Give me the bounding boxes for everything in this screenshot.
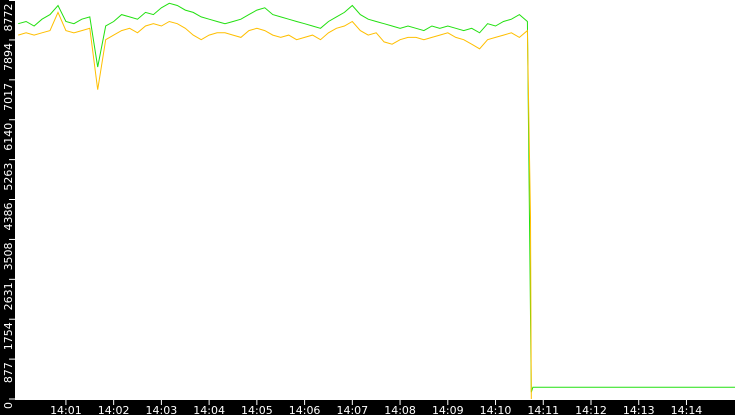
plot-area	[15, 0, 735, 400]
y-tick-label: 877	[2, 362, 15, 383]
x-tick-label: 14:02	[98, 404, 130, 415]
y-tick-label: 7894	[2, 43, 15, 71]
y-tick-label: 2631	[2, 282, 15, 310]
y-axis-band	[0, 0, 15, 415]
x-tick-label: 14:10	[480, 404, 512, 415]
series-line-green	[18, 2, 735, 393]
x-tick-label: 14:14	[671, 404, 703, 415]
y-tick-label: 1754	[2, 322, 15, 350]
series-layer	[18, 2, 735, 400]
y-tick-label: 7017	[2, 83, 15, 111]
x-tick-label: 14:09	[432, 404, 464, 415]
x-tick-label: 14:03	[146, 404, 178, 415]
y-tick-label: 8772	[2, 4, 15, 32]
axis-layer: 0 877 1754 2631 3508 4386 5263 6140 7017 7894 8772…	[2, 0, 703, 415]
y-tick-label: 4386	[2, 203, 15, 231]
y-tick-label: 5263	[2, 163, 15, 191]
x-tick-label: 14:04	[193, 404, 225, 415]
series-line-yellow	[18, 11, 532, 400]
x-tick-label: 14:05	[241, 404, 273, 415]
y-tick-label: 0	[2, 402, 15, 409]
x-tick-label: 14:12	[575, 404, 607, 415]
x-axis-band	[0, 400, 735, 415]
y-tick-label: 3508	[2, 242, 15, 270]
x-tick-label: 14:06	[289, 404, 321, 415]
x-tick-label: 14:13	[623, 404, 655, 415]
x-tick-label: 14:07	[336, 404, 368, 415]
x-tick-label: 14:11	[527, 404, 559, 415]
x-tick-label: 14:01	[50, 404, 82, 415]
y-tick-label: 6140	[2, 123, 15, 151]
x-tick-label: 14:08	[384, 404, 416, 415]
